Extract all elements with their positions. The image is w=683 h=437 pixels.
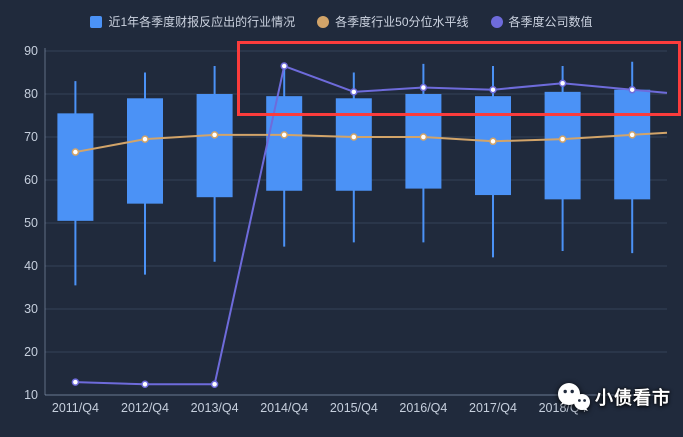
- median-line[interactable]: [75, 131, 668, 154]
- company-value-point[interactable]: [558, 79, 567, 87]
- wechat-icon: [558, 383, 590, 411]
- median-point[interactable]: [141, 135, 149, 143]
- x-axis-tick-label: 2014/Q4: [260, 401, 308, 415]
- company-value-point[interactable]: [489, 85, 497, 94]
- candle-box[interactable]: [127, 98, 163, 204]
- median-point[interactable]: [350, 133, 358, 141]
- x-axis-tick-label: 2017/Q4: [469, 401, 517, 415]
- y-axis-tick-label: 60: [24, 173, 38, 187]
- y-axis-tick-label: 90: [24, 44, 38, 58]
- x-axis-tick-label: 2012/Q4: [121, 401, 169, 415]
- legend-label: 各季度公司数值: [508, 15, 593, 29]
- company-value-point[interactable]: [141, 380, 149, 388]
- y-axis-tick-label: 50: [24, 216, 38, 230]
- company-value-point[interactable]: [628, 85, 636, 94]
- candle-box[interactable]: [266, 96, 303, 191]
- watermark-text: 小债看市: [595, 388, 671, 408]
- candle-box[interactable]: [335, 98, 372, 191]
- median-point[interactable]: [558, 135, 567, 143]
- chart-legend: 近1年各季度财报反应出的行业情况 各季度行业50分位水平线 各季度公司数值: [0, 13, 683, 30]
- company-value-point[interactable]: [419, 83, 428, 92]
- purple-circle-icon: [490, 15, 503, 28]
- x-axis-tick-label: 2013/Q4: [191, 401, 239, 415]
- candle-box[interactable]: [544, 91, 581, 200]
- median-point[interactable]: [489, 137, 497, 146]
- y-axis-tick-label: 40: [24, 259, 38, 273]
- candle-box[interactable]: [405, 94, 442, 189]
- company-value-point[interactable]: [210, 380, 219, 388]
- orange-circle-icon: [317, 15, 330, 28]
- company-value-point[interactable]: [280, 62, 288, 70]
- company-value-point[interactable]: [350, 88, 358, 96]
- median-point[interactable]: [71, 148, 80, 156]
- legend-item-company-value[interactable]: 各季度公司数值: [490, 13, 593, 30]
- median-point[interactable]: [210, 131, 219, 139]
- median-point[interactable]: [419, 133, 428, 141]
- x-axis-tick-label: 2011/Q4: [52, 401, 99, 415]
- legend-label: 近1年各季度财报反应出的行业情况: [108, 15, 296, 29]
- x-axis-tick-label: 2016/Q4: [399, 401, 447, 415]
- y-axis-tick-label: 30: [24, 302, 38, 316]
- candle-box[interactable]: [57, 113, 94, 221]
- median-point[interactable]: [280, 131, 288, 139]
- candle-box[interactable]: [196, 94, 233, 198]
- company-value-point[interactable]: [71, 378, 80, 386]
- y-axis-tick-label: 70: [24, 130, 38, 144]
- legend-item-industry-range[interactable]: 近1年各季度财报反应出的行业情况: [90, 13, 295, 30]
- candle-box[interactable]: [475, 96, 511, 196]
- y-axis-tick-label: 20: [24, 345, 38, 359]
- y-axis-tick-label: 80: [24, 87, 38, 101]
- watermark: 小债看市: [556, 381, 671, 413]
- blue-square-icon: [90, 15, 103, 28]
- company-value-line[interactable]: [75, 65, 668, 386]
- legend-item-median-line[interactable]: 各季度行业50分位水平线: [317, 13, 469, 30]
- x-axis-tick-label: 2015/Q4: [330, 401, 378, 415]
- y-axis-tick-label: 10: [24, 388, 38, 402]
- legend-label: 各季度行业50分位水平线: [335, 15, 469, 29]
- candle-box[interactable]: [614, 89, 651, 200]
- median-point[interactable]: [628, 131, 636, 139]
